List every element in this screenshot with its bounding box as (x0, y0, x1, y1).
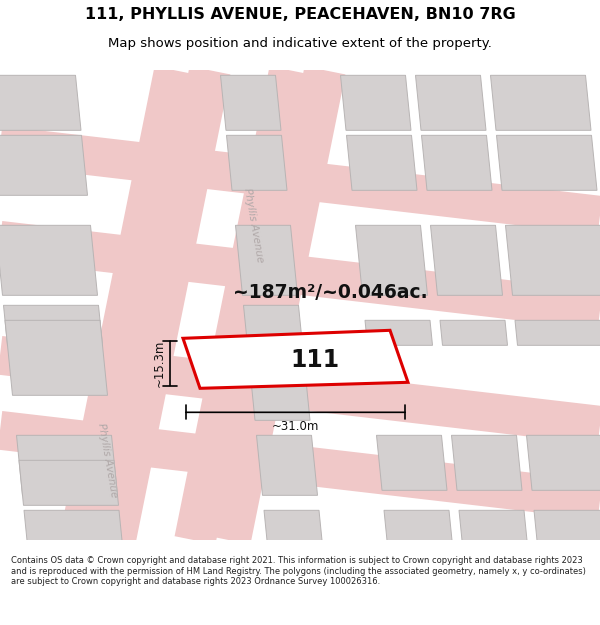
Polygon shape (227, 135, 287, 190)
Polygon shape (415, 75, 486, 130)
Text: Phyllis Avenue: Phyllis Avenue (95, 422, 118, 498)
Polygon shape (355, 225, 427, 295)
Polygon shape (250, 365, 310, 420)
Text: Contains OS data © Crown copyright and database right 2021. This information is : Contains OS data © Crown copyright and d… (11, 556, 586, 586)
Polygon shape (505, 225, 600, 295)
Polygon shape (534, 510, 600, 545)
Polygon shape (440, 320, 508, 345)
Text: ~31.0m: ~31.0m (272, 420, 319, 432)
Polygon shape (183, 330, 408, 388)
Polygon shape (497, 135, 597, 190)
Polygon shape (459, 510, 527, 545)
Polygon shape (5, 320, 107, 395)
Polygon shape (257, 435, 317, 495)
Polygon shape (0, 135, 88, 195)
Polygon shape (515, 320, 600, 345)
Polygon shape (365, 320, 433, 345)
Polygon shape (264, 510, 323, 545)
Text: ~15.3m: ~15.3m (153, 339, 166, 387)
Polygon shape (0, 75, 81, 130)
Polygon shape (384, 510, 452, 545)
Polygon shape (421, 135, 492, 190)
Text: 111, PHYLLIS AVENUE, PEACEHAVEN, BN10 7RG: 111, PHYLLIS AVENUE, PEACEHAVEN, BN10 7R… (85, 7, 515, 22)
Polygon shape (244, 305, 302, 340)
Text: 111: 111 (290, 348, 340, 372)
Polygon shape (235, 225, 298, 295)
Text: Map shows position and indicative extent of the property.: Map shows position and indicative extent… (108, 37, 492, 49)
Polygon shape (452, 435, 522, 490)
Text: Phyllis Avenue: Phyllis Avenue (242, 188, 265, 263)
Text: ~187m²/~0.046ac.: ~187m²/~0.046ac. (233, 282, 427, 302)
Polygon shape (19, 460, 119, 505)
Polygon shape (341, 75, 411, 130)
Polygon shape (377, 435, 447, 490)
Polygon shape (221, 75, 281, 130)
Polygon shape (431, 225, 503, 295)
Polygon shape (4, 305, 103, 345)
Polygon shape (491, 75, 591, 130)
Polygon shape (527, 435, 600, 490)
Polygon shape (17, 435, 118, 495)
Polygon shape (347, 135, 417, 190)
Polygon shape (24, 510, 123, 550)
Polygon shape (0, 225, 97, 295)
